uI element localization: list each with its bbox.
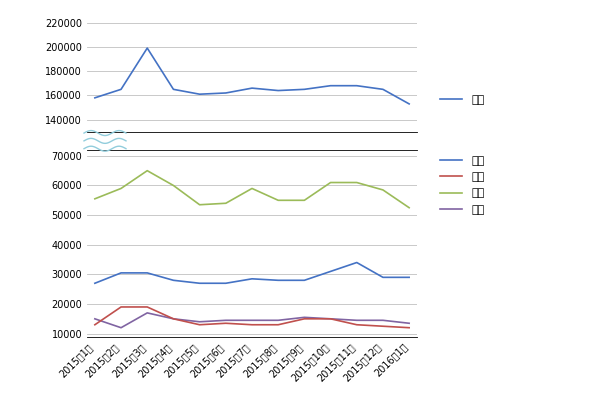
Legend: 羽田, 中部, 関西, 那覇: 羽田, 中部, 関西, 那覇 xyxy=(436,152,489,219)
Legend: 成田: 成田 xyxy=(436,90,489,109)
